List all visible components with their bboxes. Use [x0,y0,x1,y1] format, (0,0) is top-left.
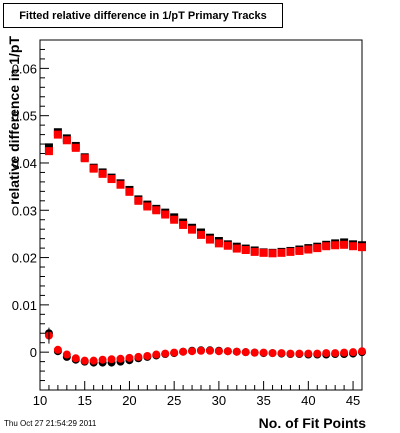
data-point-circle [214,347,223,356]
series-3 [44,331,366,365]
data-point-square [349,242,358,251]
data-point-circle [98,355,107,364]
data-point-square [107,175,116,184]
data-point-circle [71,354,80,363]
data-point-square [313,244,322,253]
data-point-circle [277,349,286,358]
data-point-square [340,240,349,249]
data-point-circle [268,349,277,358]
data-point-square [44,147,53,156]
data-point-circle [241,348,250,357]
data-point-square [268,249,277,258]
data-point-square [80,154,89,163]
x-tick-label: 30 [212,393,226,408]
data-point-square [295,246,304,255]
x-tick-label: 20 [122,393,136,408]
data-point-circle [152,350,161,359]
data-point-circle [259,348,268,357]
data-point-square [205,235,214,244]
data-point-square [152,206,161,215]
data-point-square [179,220,188,229]
data-point-circle [331,349,340,358]
chart-title: Fitted relative difference in 1/pT Prima… [3,3,283,28]
data-point-circle [286,349,295,358]
data-point-square [304,245,313,254]
data-point-square [62,136,71,145]
data-point-square [322,242,331,251]
x-axis-label: No. of Fit Points [259,415,367,431]
y-tick-label: 0.04 [12,156,37,171]
data-point-circle [107,355,116,364]
data-point-circle [188,347,197,356]
plot-frame [39,39,363,391]
x-tick-label: 15 [77,393,91,408]
data-point-square [277,248,286,257]
data-point-circle [125,353,134,362]
data-point-circle [80,356,89,365]
data-point-square [250,247,259,256]
data-point-circle [197,346,205,355]
data-point-circle [53,345,62,354]
data-point-square [331,241,340,250]
data-point-circle [62,350,71,359]
data-point-circle [170,348,179,357]
data-point-square [286,247,295,256]
data-point-square [116,180,125,189]
data-point-square [358,243,366,252]
data-point-circle [161,349,170,358]
data-point-square [71,143,80,152]
data-point-square [259,248,268,257]
data-point-square [161,210,170,219]
data-point-square [223,241,232,250]
data-point-circle [134,352,143,361]
data-point-square [125,187,134,196]
data-point-circle [223,347,232,356]
y-axis-label: relative difference in 1/pT [6,36,22,205]
x-tick-label: 35 [256,393,270,408]
data-point-circle [340,348,349,357]
data-point-square [188,225,197,234]
y-tick-label: 0 [30,345,37,360]
data-point-circle [250,348,259,357]
data-point-circle [116,354,125,363]
y-tick-label: 0.01 [12,298,37,313]
data-point-square [197,230,205,239]
data-point-square [53,130,62,139]
data-point-square [89,164,98,173]
data-point-circle [295,349,304,358]
data-point-circle [322,349,331,358]
y-tick-label: 0.03 [12,203,37,218]
x-tick-label: 45 [346,393,360,408]
data-point-square [170,215,179,224]
data-point-circle [143,351,152,360]
data-point-circle [179,347,188,356]
footer-timestamp: Thu Oct 27 21:54:29 2011 [4,419,97,428]
data-point-square [143,202,152,211]
data-point-circle [232,347,241,356]
data-point-circle [89,356,98,365]
data-point-circle [349,348,358,357]
x-tick-label: 25 [167,393,181,408]
y-tick-label: 0.05 [12,109,37,124]
y-tick-label: 0.02 [12,251,37,266]
data-point-square [214,239,223,248]
data-point-circle [304,349,313,358]
data-point-circle [358,347,366,356]
series-1 [44,130,366,258]
y-tick-label: 0.06 [12,61,37,76]
x-tick-label: 10 [33,393,47,408]
data-point-square [134,196,143,205]
data-point-circle [205,346,214,355]
data-point-circle [313,349,322,358]
data-point-square [232,244,241,253]
x-tick-label: 40 [301,393,315,408]
series-0 [44,128,366,257]
data-point-square [241,246,250,254]
data-point-square [98,169,107,178]
